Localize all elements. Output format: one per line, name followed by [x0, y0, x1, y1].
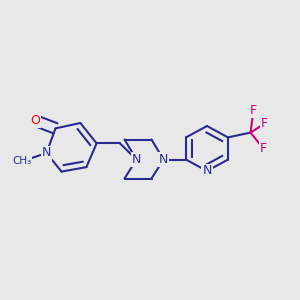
- Text: F: F: [261, 117, 268, 130]
- Text: N: N: [159, 153, 168, 166]
- Text: N: N: [132, 153, 141, 166]
- Text: F: F: [250, 104, 257, 117]
- Text: CH₃: CH₃: [12, 156, 32, 167]
- Text: N: N: [42, 146, 51, 160]
- Text: F: F: [260, 142, 267, 155]
- Text: O: O: [31, 114, 40, 127]
- Text: N: N: [202, 164, 212, 178]
